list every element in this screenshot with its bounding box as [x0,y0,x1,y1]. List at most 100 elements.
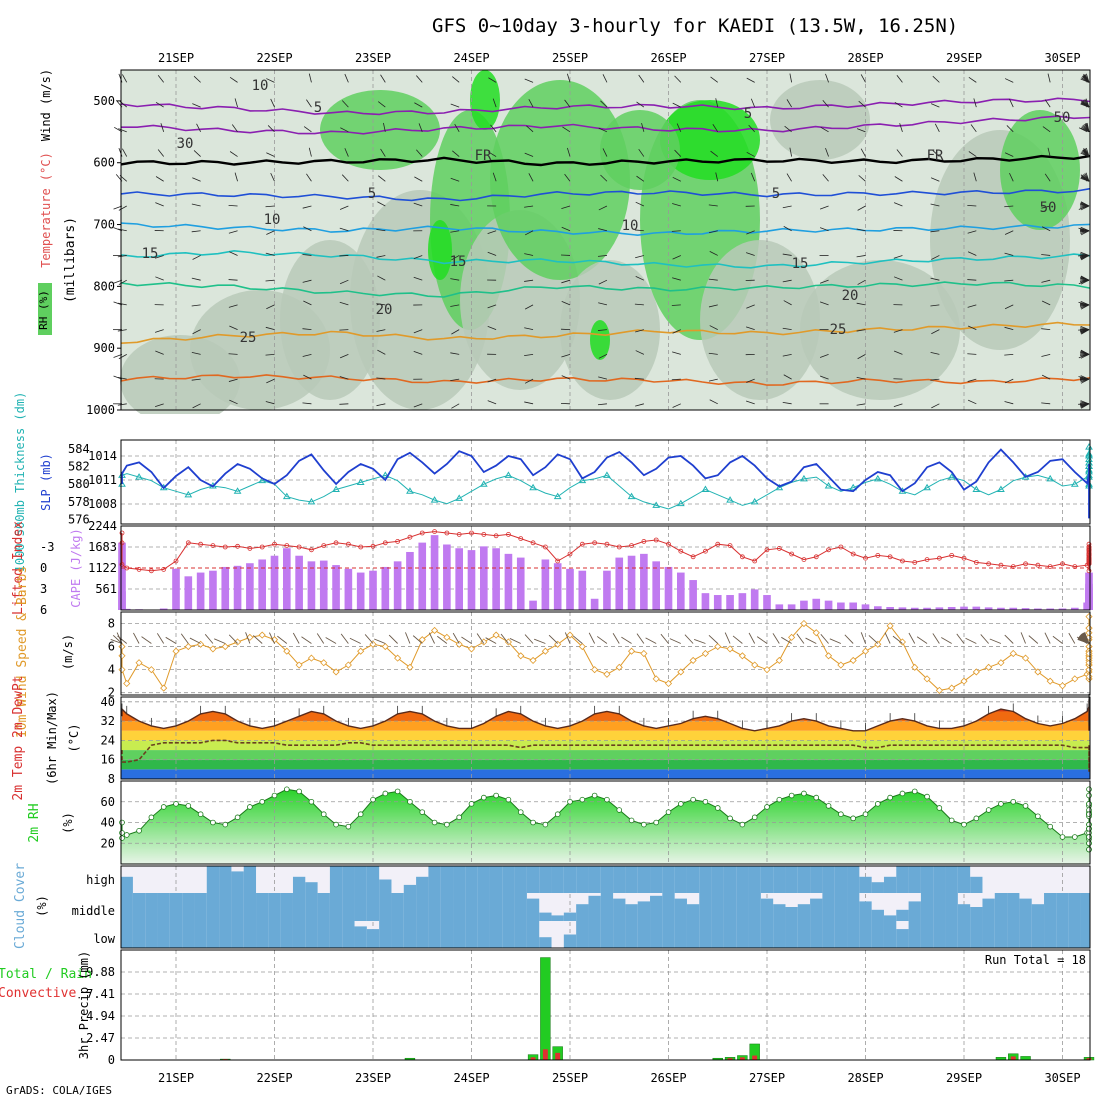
wind-speed-marker [118,666,126,674]
upper-wind-barb [1080,152,1090,157]
chart-title: GFS 0~10day 3-hourly for KAEDI (13.5W, 1… [432,15,958,37]
data-series [110,73,1095,1061]
lifted-index-marker [678,548,684,554]
lifted-index-marker [850,551,856,557]
upper-wind-barb [709,251,718,256]
upper-wind-barb [528,173,534,182]
cloud-low-bar [526,921,540,948]
cloud-low-bar [1056,921,1069,948]
upper-wind-barb [893,403,903,407]
rh2m-marker [1072,834,1078,840]
upper-wind-barb [782,279,792,283]
upper-wind-barb [340,127,349,133]
cloud-low-bar [871,921,884,948]
cloud-high-bar [613,866,626,893]
cape-bar [775,604,784,610]
contour-label: 5 [368,186,376,202]
wind-speed-marker [209,645,217,653]
upper-wind-barb [302,254,312,256]
bottom-date-label: 26SEP [650,1071,686,1085]
thickness-marker [676,499,685,507]
upper-wind-barb [746,252,755,256]
upper-wind-barb [856,403,866,406]
wind-speed-marker [972,668,980,676]
upper-wind-barb [967,399,977,405]
upper-wind-barb [598,302,608,306]
rh-blob [560,260,660,400]
upper-wind-barb [413,276,423,281]
wind-speed-marker [615,663,623,671]
rh2m-marker [702,798,709,805]
cloud-middle-bar [957,904,971,921]
lifted-index-marker [998,562,1004,568]
cloud-high-bar [206,866,220,893]
upper-wind-barb [1004,326,1014,331]
wind-tick-label: 2 [108,686,115,700]
wind-speed-marker [738,652,746,660]
cloud-low-bar [908,921,921,948]
upper-wind-barb [638,148,645,157]
wind-speed-marker [689,656,697,664]
top-date-label: 25SEP [552,51,588,65]
cape-bar [750,589,759,610]
upper-wind-barb [856,329,866,332]
upper-wind-barb [564,173,571,182]
lifted-index-marker [1047,564,1053,569]
cloud-high-bar [600,866,614,893]
surface-wind-barb [437,635,448,644]
upper-wind-barb [413,255,423,260]
upper-wind-barb [750,98,756,108]
upper-wind-barb [1080,102,1090,108]
upper-wind-barb [858,175,866,182]
surface-wind-barb [214,638,226,644]
upper-wind-barb [634,377,644,380]
upper-wind-barb [303,374,312,380]
cloud-low-bar [773,921,786,948]
cloud-high-bar [957,866,971,893]
cloud-middle-bar [822,893,835,921]
run-total-label: Run Total = 18 [985,953,1086,967]
cloud-high-bar [650,866,663,893]
upper-wind-barb [160,123,165,132]
cloud-low-bar [920,921,934,948]
surface-wind-barb [405,632,411,644]
lifted-index-marker [518,536,524,541]
cloud-low-bar [354,926,367,948]
cape-tick-label: 1122 [88,561,117,575]
upper-wind-barb [822,174,829,182]
upper-wind-barb [672,329,681,334]
cloud-low-bar [292,921,306,948]
upper-wind-barb [265,353,275,356]
wind-speed-marker [800,619,808,628]
upper-wind-barb [672,255,681,260]
upper-wind-barb [672,102,681,108]
precip-tick-label: 4.94 [86,1009,115,1023]
upper-wind-barb [782,253,792,256]
rh2m-marker [776,796,783,803]
cloud-middle-bar [453,893,466,921]
rh2m-marker [1086,792,1092,799]
credit-label: GrADS: COLA/IGES [6,1084,112,1097]
lifted-index-marker [345,541,351,547]
cape-bar [652,561,661,610]
upper-wind-barb [267,125,275,133]
cape-bar [504,553,513,610]
cape-bar [118,591,126,610]
cloud-high-bar [329,866,343,893]
rh2m-marker [431,819,438,826]
cloud-low-bar [132,921,146,948]
lifted-index-marker [210,543,216,548]
upper-wind-barb [192,255,201,260]
wind-speed-marker [824,652,833,660]
upper-wind-barb [566,73,571,83]
cloud-low-bar [145,921,158,948]
cloud-middle-bar [933,893,946,921]
cloud-low-bar [305,921,318,948]
wind-speed-marker [886,622,894,630]
cloud-low-bar [686,921,700,948]
precip-convective-bar [1086,1058,1092,1060]
upper-wind-barb [524,152,534,157]
upper-wind-barb [487,251,497,256]
upper-wind-barb [450,304,460,307]
